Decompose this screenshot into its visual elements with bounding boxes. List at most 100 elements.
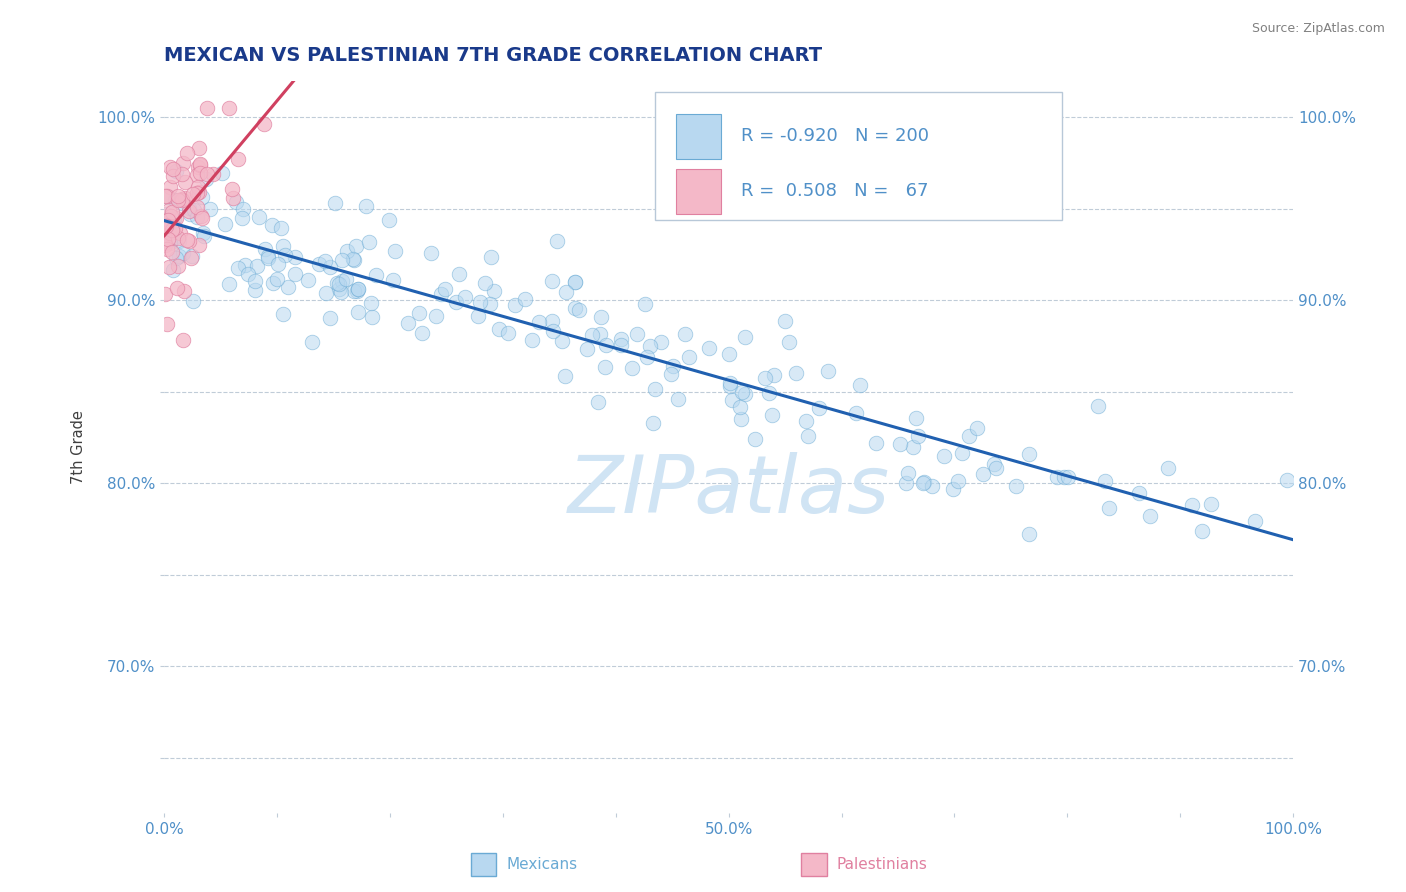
Point — [167, 193, 190, 207]
Point — [179, 207, 201, 221]
Point — [1018, 446, 1040, 460]
Point — [921, 479, 943, 493]
Point — [905, 410, 928, 425]
Point — [1094, 474, 1116, 488]
Point — [274, 248, 297, 262]
Point — [758, 386, 780, 401]
Point — [942, 482, 965, 496]
Point — [796, 414, 818, 428]
Point — [271, 307, 294, 321]
Point — [568, 302, 591, 317]
Point — [346, 282, 368, 296]
Point — [179, 251, 201, 265]
Point — [336, 244, 359, 258]
Text: Palestinians: Palestinians — [837, 857, 928, 871]
Point — [479, 297, 502, 311]
Point — [284, 250, 307, 264]
Point — [730, 412, 752, 426]
Point — [253, 117, 276, 131]
Point — [797, 429, 820, 443]
Point — [773, 314, 796, 328]
Text: R = -0.920   N = 200: R = -0.920 N = 200 — [741, 128, 929, 145]
Point — [468, 294, 491, 309]
Point — [849, 377, 872, 392]
Point — [253, 242, 276, 256]
Point — [232, 202, 254, 217]
Text: MEXICAN VS PALESTINIAN 7TH GRADE CORRELATION CHART: MEXICAN VS PALESTINIAN 7TH GRADE CORRELA… — [165, 46, 823, 65]
Point — [330, 285, 353, 299]
Point — [188, 166, 211, 180]
Point — [610, 337, 633, 351]
Point — [160, 245, 183, 260]
Point — [889, 437, 911, 451]
Point — [430, 286, 453, 301]
Point — [778, 334, 800, 349]
Point — [221, 182, 243, 196]
Point — [162, 262, 184, 277]
Point — [581, 328, 603, 343]
Point — [1277, 473, 1299, 487]
Point — [589, 310, 612, 324]
Point — [247, 210, 270, 224]
Point — [155, 219, 177, 234]
Point — [638, 339, 661, 353]
Point — [411, 326, 433, 341]
Point — [266, 257, 288, 271]
Point — [165, 164, 187, 178]
Point — [912, 475, 935, 490]
Point — [444, 295, 467, 310]
Point — [344, 239, 367, 253]
Point — [721, 393, 744, 408]
Point — [1157, 460, 1180, 475]
Point — [156, 189, 179, 203]
Point — [359, 235, 381, 250]
Point — [177, 235, 200, 249]
Point — [162, 162, 184, 177]
Point — [330, 274, 353, 288]
Point — [1018, 527, 1040, 541]
Point — [513, 292, 536, 306]
Point — [173, 284, 195, 298]
Point — [156, 213, 179, 227]
Point — [734, 330, 756, 344]
Point — [564, 275, 586, 289]
Point — [673, 326, 696, 341]
Point — [1005, 479, 1028, 493]
Point — [496, 326, 519, 340]
Point — [959, 429, 981, 443]
Point — [162, 169, 184, 184]
Point — [193, 228, 215, 243]
Point — [176, 233, 198, 247]
Point — [408, 305, 430, 319]
Point — [176, 145, 198, 160]
Point — [972, 467, 994, 481]
Point — [153, 235, 176, 250]
Point — [845, 406, 868, 420]
Point — [343, 284, 366, 298]
Point — [245, 283, 267, 297]
Point — [330, 252, 353, 267]
Point — [730, 385, 752, 400]
Point — [166, 260, 188, 274]
Point — [165, 251, 187, 265]
Point — [186, 186, 208, 200]
Point — [946, 474, 969, 488]
Point — [201, 167, 224, 181]
Point — [153, 238, 176, 252]
Point — [541, 314, 564, 328]
Point — [1056, 470, 1078, 484]
Point — [378, 212, 401, 227]
Point — [183, 203, 205, 218]
Point — [420, 246, 443, 260]
Point — [177, 204, 200, 219]
Point — [734, 386, 756, 401]
Point — [297, 273, 319, 287]
Point — [360, 296, 382, 310]
Point — [761, 409, 783, 423]
Point — [262, 276, 284, 290]
Point — [527, 315, 550, 329]
Point — [488, 321, 510, 335]
Point — [1191, 524, 1213, 538]
Point — [474, 277, 496, 291]
Point — [346, 284, 368, 298]
